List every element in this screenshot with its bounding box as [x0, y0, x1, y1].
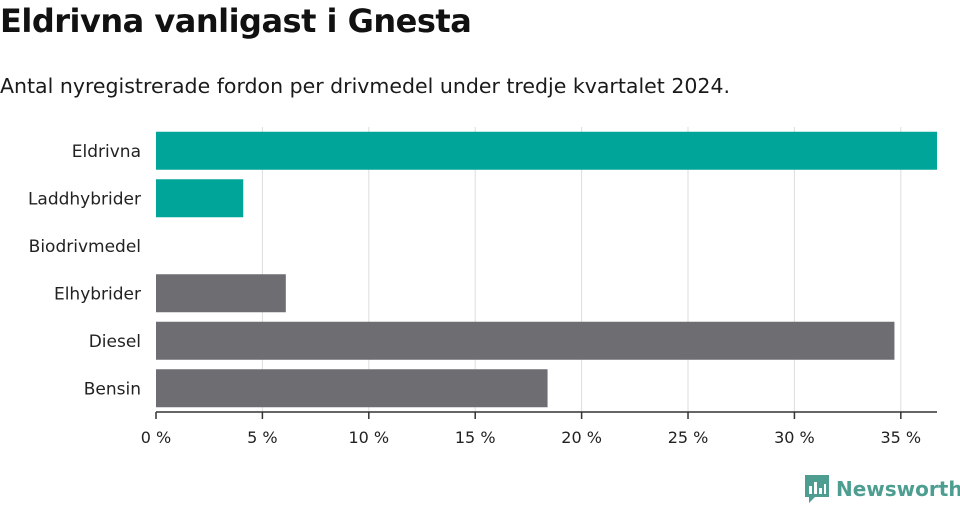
- x-tick-label: 25 %: [668, 428, 709, 447]
- category-label: Bensin: [84, 379, 141, 399]
- category-label: Diesel: [89, 332, 141, 352]
- x-tick-label: 30 %: [774, 428, 815, 447]
- newsworthy-brand[interactable]: Newsworthy: [804, 474, 960, 504]
- bar: [156, 131, 937, 170]
- x-tick-label: 20 %: [561, 428, 602, 447]
- x-tick-label: 0 %: [141, 428, 171, 447]
- category-label: Elhybrider: [54, 284, 141, 304]
- x-tick-label: 5 %: [247, 428, 277, 447]
- chart-subtitle: Antal nyregistrerade fordon per drivmede…: [0, 74, 731, 98]
- bar: [156, 274, 286, 313]
- bar: [156, 369, 548, 408]
- category-label: Laddhybrider: [28, 189, 141, 209]
- x-tick-label: 15 %: [455, 428, 496, 447]
- bar: [156, 179, 244, 218]
- x-tick-label: 35 %: [880, 428, 921, 447]
- newsworthy-logo-icon: [805, 475, 829, 503]
- bar: [156, 321, 895, 360]
- x-tick-label: 10 %: [348, 428, 389, 447]
- brand-name: Newsworthy: [836, 477, 960, 501]
- category-label: Eldrivna: [72, 142, 141, 162]
- category-label: Biodrivmedel: [29, 237, 141, 257]
- chart-title: Eldrivna vanligast i Gnesta: [0, 2, 472, 40]
